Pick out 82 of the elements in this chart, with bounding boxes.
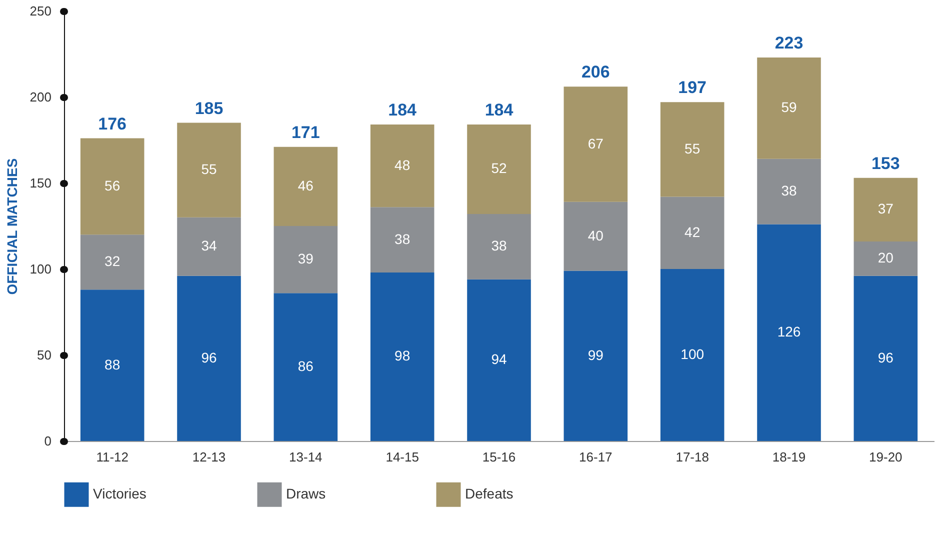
x-tick-label: 19-20	[869, 450, 902, 464]
y-tick-label: 200	[30, 90, 52, 104]
bar	[854, 241, 918, 276]
data-label: 98	[394, 348, 410, 364]
bar	[274, 146, 338, 226]
bar	[660, 102, 724, 197]
bar	[564, 86, 628, 202]
y-tick-label: 0	[44, 434, 52, 448]
data-label: 100	[680, 346, 704, 362]
data-label: 38	[781, 182, 797, 199]
bar	[80, 138, 144, 235]
data-label: 38	[394, 230, 410, 247]
data-label: 32	[104, 253, 120, 270]
data-label: 96	[878, 349, 894, 366]
y-tick-label: 100	[30, 262, 52, 276]
data-label: 46	[298, 177, 314, 194]
data-label: 34	[201, 238, 217, 254]
bar	[467, 214, 531, 280]
bar	[564, 270, 628, 441]
bar	[177, 122, 241, 218]
total-label: 206	[581, 62, 610, 82]
x-tick-label: 12-13	[192, 450, 226, 464]
x-tick-label: 16-17	[579, 450, 612, 464]
bar	[80, 290, 144, 441]
total-label: 184	[388, 100, 418, 120]
data-label: 52	[491, 160, 507, 176]
data-label: 20	[878, 250, 894, 266]
total-label: 197	[678, 78, 707, 98]
total-label: 176	[98, 114, 127, 134]
bar	[274, 226, 338, 294]
bar	[370, 124, 434, 208]
x-tick-label: 18-19	[772, 450, 806, 464]
bar	[370, 272, 434, 441]
bar	[854, 276, 918, 441]
total-label: 185	[194, 98, 224, 118]
bar	[467, 124, 531, 214]
x-tick-label: 13-14	[289, 450, 322, 464]
legend-label: Draws	[286, 486, 326, 502]
data-label: 55	[201, 161, 217, 178]
data-label: 55	[684, 140, 700, 156]
data-label: 86	[298, 358, 314, 374]
bar	[757, 57, 821, 159]
bar	[177, 217, 241, 276]
bar	[274, 293, 338, 441]
bar	[660, 196, 724, 269]
bar	[660, 269, 724, 441]
data-label: 37	[878, 200, 894, 217]
data-label: 99	[588, 346, 604, 363]
bar	[370, 207, 434, 272]
data-label: 59	[781, 99, 797, 116]
y-tick-label: 150	[30, 176, 52, 190]
legend-label: Victories	[93, 486, 146, 502]
y-tick-label: 50	[37, 348, 52, 362]
y-axis-title: OFFICIAL MATCHES	[4, 158, 20, 295]
data-label: 56	[104, 177, 120, 194]
total-label: 223	[774, 33, 804, 52]
x-tick-label: 17-18	[676, 450, 709, 464]
bar	[80, 234, 144, 290]
data-label: 39	[298, 250, 314, 267]
data-label: 42	[684, 224, 700, 240]
data-label: 67	[588, 135, 604, 152]
legend-label: Defeats	[465, 486, 514, 502]
total-label: 184	[484, 100, 514, 120]
bar	[757, 224, 821, 441]
y-tick-label: 250	[30, 4, 52, 18]
bar	[177, 276, 241, 441]
data-label: 94	[491, 351, 507, 368]
data-label: 40	[588, 227, 604, 244]
bar	[564, 202, 628, 271]
x-tick-label: 11-12	[96, 450, 128, 464]
data-label: 48	[394, 156, 410, 173]
data-label: 96	[201, 349, 217, 366]
bar	[467, 279, 531, 441]
x-tick-label: 15-16	[482, 450, 516, 464]
total-label: 153	[871, 154, 900, 173]
data-label: 126	[777, 324, 801, 340]
data-label: 38	[491, 238, 507, 254]
x-tick-label: 14-15	[386, 450, 419, 464]
total-label: 171	[291, 122, 320, 142]
data-label: 88	[104, 356, 120, 372]
bar	[854, 178, 918, 242]
bar	[757, 158, 821, 224]
